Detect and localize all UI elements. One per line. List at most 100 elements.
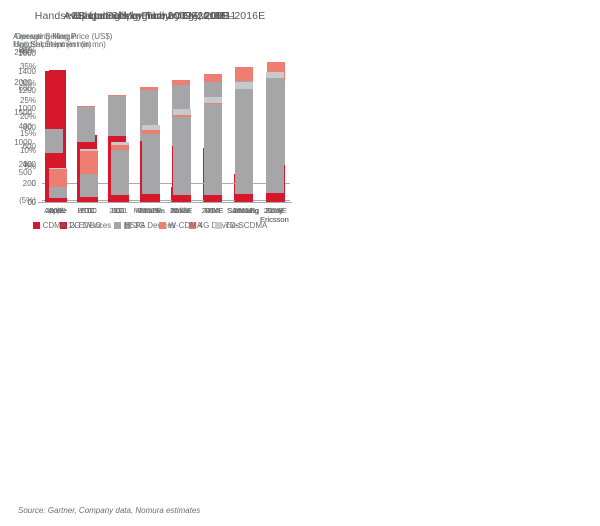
- bar-2010: [79, 150, 98, 175]
- x-category-label: Nokia: [170, 206, 190, 215]
- chart-title: Handset Shipments by Technology, 2009–20…: [34, 10, 266, 22]
- x-axis-line: [42, 200, 290, 201]
- y-tick-label: 0: [31, 197, 36, 207]
- bar-2014e: [203, 104, 222, 195]
- chart-title: Operating Margin by OEM, 2011: [73, 10, 227, 22]
- bar-2009: [48, 187, 67, 199]
- y-tick-label: 600: [22, 141, 36, 151]
- bar-2015e: [235, 67, 254, 81]
- bar-2013e: [172, 194, 191, 202]
- bar-2010: [76, 106, 95, 142]
- x-category-label: 2016E: [263, 206, 286, 215]
- legend-item: HSPA: [114, 221, 146, 230]
- legend-swatch-icon: [32, 222, 40, 229]
- legend-label: W-CDMA: [168, 221, 203, 230]
- bar-2009: [44, 129, 63, 153]
- chart-3g-unit-shipments: 3G Unit Shipments, 2009–2016E Unit Shipm…: [0, 0, 300, 264]
- bar-2015e: [234, 89, 253, 195]
- legend-item: TD-SCDMA: [215, 221, 267, 230]
- x-category-label: 2013E: [170, 206, 192, 215]
- x-category-label: Sony Ericsson: [259, 206, 289, 224]
- chart-title: 3G Unit Shipments, 2009–2016E: [71, 10, 229, 22]
- x-category-label: 2016E: [265, 206, 287, 215]
- x-category-label: 2012E: [138, 206, 160, 215]
- legend-label: 2G Devices: [69, 221, 112, 230]
- y-tick-label: 2500: [14, 47, 32, 57]
- bar-2014e: [203, 73, 222, 82]
- x-category-label: 2011: [109, 206, 126, 215]
- y-tick-label: 1600: [18, 48, 36, 58]
- y-tick-label: 15%: [19, 128, 36, 138]
- x-axis-line: [42, 202, 290, 203]
- legend-item: 3G Devices: [124, 221, 176, 230]
- x-category-label: HTC: [77, 206, 93, 215]
- legend-swatch-icon: [158, 222, 166, 229]
- x-category-label: 2010: [77, 206, 94, 215]
- bar-2011: [110, 144, 129, 150]
- x-category-label: LG: [111, 206, 122, 215]
- y-tick-label: 400: [18, 121, 32, 131]
- x-category-label: Samsung: [227, 206, 260, 215]
- y-tick-label: 200: [22, 178, 36, 188]
- x-category-label: LG: [114, 206, 125, 215]
- bar-2014e: [203, 103, 222, 105]
- bar-2012e: [141, 125, 160, 131]
- y-tick-label: 1400: [18, 67, 36, 77]
- bar-2012e: [141, 130, 160, 134]
- bar-2011: [110, 149, 129, 196]
- y-tick-label: 600: [18, 83, 32, 93]
- x-category-label: 2009: [45, 206, 63, 215]
- y-tick-label: 20%: [19, 112, 36, 122]
- zero-line: [42, 183, 290, 185]
- x-category-label: 2015E: [232, 206, 255, 215]
- bar-2009: [48, 167, 67, 169]
- x-category-label: 2009: [49, 206, 66, 215]
- legend-item: 2G Devices: [59, 221, 112, 230]
- legend-swatch-icon: [124, 222, 132, 229]
- x-category-label: 2015E: [233, 206, 256, 215]
- bar-2011: [108, 95, 127, 97]
- bar-2016e: [265, 192, 284, 202]
- x-category-label: Nokia: [171, 206, 192, 215]
- x-category-label: RIM: [204, 206, 219, 215]
- y-tick-label: 800: [22, 123, 36, 132]
- legend-swatch-icon: [59, 222, 67, 229]
- bar-2014e: [203, 96, 222, 104]
- x-category-label: Apple: [44, 206, 64, 215]
- y-tick-label: 1000: [18, 104, 36, 114]
- y-tick-label: 500: [18, 167, 32, 177]
- bar-2013e: [171, 79, 190, 85]
- y-tick-label: 35%: [19, 62, 36, 72]
- bar-2011: [110, 195, 129, 202]
- y-tick-label: 5%: [24, 162, 36, 172]
- legend-label: HSPA: [124, 221, 146, 230]
- bar-2012e: [140, 87, 159, 90]
- x-category-label: Motorola: [133, 206, 163, 215]
- x-category-label: HTC: [80, 206, 97, 215]
- x-category-label: 2013E: [170, 206, 193, 215]
- x-category-label: RIM: [205, 206, 220, 215]
- x-category-label: Samsung: [226, 206, 259, 215]
- bar-2016e: [265, 78, 284, 193]
- legend-swatch-icon: [215, 222, 223, 229]
- y-tick-label: 0: [27, 197, 32, 207]
- y-tick-label: 1500: [14, 107, 32, 117]
- legend-label: 3G Devices: [134, 221, 176, 230]
- bar-2013e: [172, 109, 191, 115]
- y-tick-label: (5%): [19, 195, 36, 205]
- y-tick-label: 25%: [19, 95, 36, 105]
- x-category-label: Apple: [47, 206, 68, 215]
- bar-2014e: [203, 194, 222, 202]
- bar-2010: [79, 174, 98, 198]
- bar-2016e: [265, 71, 284, 79]
- legend-item: CDMA 1x EVDO: [32, 221, 102, 230]
- legend-label: TD-SCDMA: [225, 221, 268, 230]
- bar-2010: [79, 197, 98, 202]
- y-axis-label: Unit Shipment (in mn): [14, 40, 92, 49]
- y-tick-label: 200: [18, 159, 32, 169]
- legend-label: CDMA 1x EVDO: [42, 221, 102, 230]
- bar-2015e: [234, 194, 253, 202]
- bar-2010: [79, 148, 98, 151]
- bar-2011: [108, 96, 127, 136]
- x-category-label: 2011: [111, 206, 128, 215]
